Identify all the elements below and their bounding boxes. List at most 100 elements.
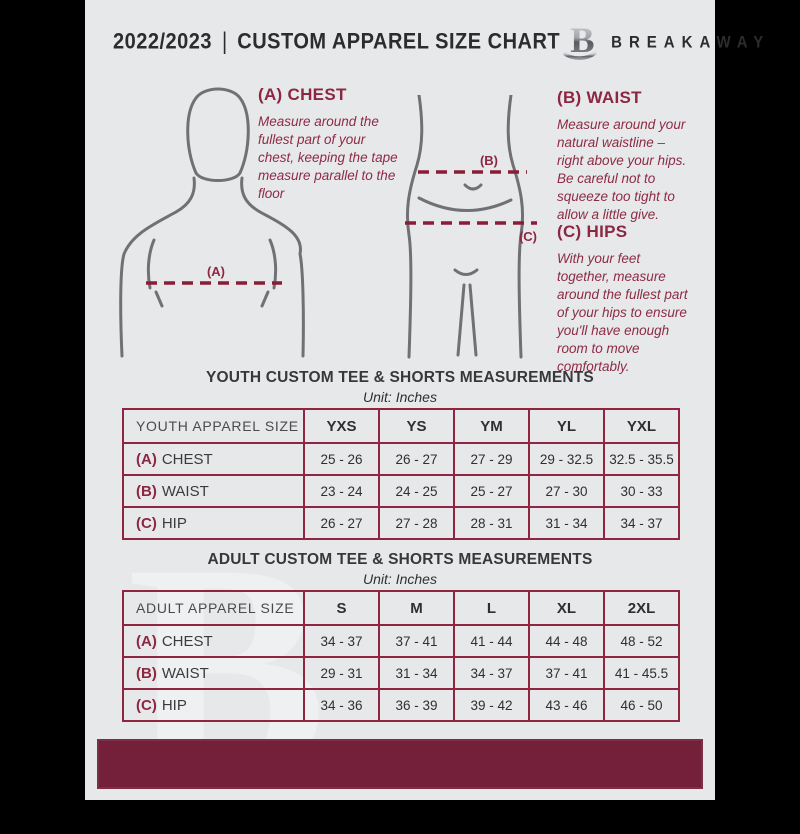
page-title: CUSTOM APPAREL SIZE CHART <box>237 29 561 54</box>
table-cell: 27 - 28 <box>378 506 455 540</box>
adult-col-2xl: 2XL <box>603 590 680 626</box>
youth-header-row: YOUTH APPAREL SIZE YXS YS YM YL YXL <box>122 408 680 444</box>
row-prefix: (C) <box>136 696 157 714</box>
logo-swoosh <box>563 51 597 60</box>
chest-line-label: (A) <box>207 264 225 279</box>
youth-size-table: YOUTH APPAREL SIZE YXS YS YM YL YXL (A) C… <box>122 408 680 540</box>
table-cell: 34 - 37 <box>603 506 680 540</box>
table-cell: 24 - 25 <box>378 474 455 508</box>
waist-body-text: Measure around your natural waistline – … <box>557 117 687 223</box>
table-cell: 36 - 39 <box>378 688 455 722</box>
table-cell: 25 - 27 <box>453 474 530 508</box>
adult-col-m: M <box>378 590 455 626</box>
youth-waist-row: (B) WAIST 23 - 24 24 - 25 25 - 27 27 - 30… <box>122 474 680 508</box>
chest-diagram: (A) <box>119 87 305 358</box>
chest-instructions: (A) CHEST Measure around the fullest par… <box>258 85 400 203</box>
right-shoulder-arm <box>240 176 305 358</box>
table-cell: 31 - 34 <box>378 656 455 690</box>
adult-table-title: ADULT CUSTOM TEE & SHORTS MEASUREMENTS <box>207 551 593 568</box>
header-title-group: 2022/2023 | CUSTOM APPAREL SIZE CHART <box>113 28 561 55</box>
youth-col-yxs: YXS <box>303 408 380 444</box>
table-cell: 29 - 31 <box>303 656 380 690</box>
inner-right-leg <box>468 283 478 357</box>
inner-left-leg <box>456 283 466 357</box>
youth-table-title: YOUTH CUSTOM TEE & SHORTS MEASUREMENTS <box>206 369 594 386</box>
table-cell: 37 - 41 <box>378 624 455 658</box>
crotch-curve <box>453 268 479 276</box>
adult-hip-row: (C) HIP 34 - 36 36 - 39 39 - 42 43 - 46 4… <box>122 688 680 722</box>
table-cell: 29 - 32.5 <box>528 442 605 476</box>
adult-hip-label: (C) HIP <box>122 688 305 722</box>
screenshot-canvas: 2022/2023 | CUSTOM APPAREL SIZE CHART B <box>85 0 764 818</box>
youth-col-yxl: YXL <box>603 408 680 444</box>
table-cell: 26 - 27 <box>378 442 455 476</box>
adult-size-table: ADULT APPAREL SIZE S M L XL 2XL (A) CHEST… <box>122 590 680 722</box>
table-cell: 26 - 27 <box>303 506 380 540</box>
adult-chest-label: (A) CHEST <box>122 624 305 658</box>
head-outline <box>186 87 250 182</box>
table-cell: 34 - 37 <box>453 656 530 690</box>
row-label: HIP <box>161 514 187 532</box>
youth-hip-row: (C) HIP 26 - 27 27 - 28 28 - 31 31 - 34 3… <box>122 506 680 540</box>
adult-waist-row: (B) WAIST 29 - 31 31 - 34 34 - 37 37 - 41… <box>122 656 680 690</box>
hip-curve <box>417 196 513 212</box>
adult-chest-row: (A) CHEST 34 - 37 37 - 41 41 - 44 44 - 48… <box>122 624 680 658</box>
header-year: 2022/2023 <box>113 29 213 54</box>
table-cell: 44 - 48 <box>528 624 605 658</box>
waist-hips-diagram: (B) (C) <box>405 95 537 359</box>
row-prefix: (B) <box>136 482 157 500</box>
footer-bar <box>97 739 703 789</box>
hips-heading: (C) HIPS <box>557 222 628 241</box>
left-shoulder-arm <box>119 176 196 358</box>
row-label: WAIST <box>161 482 209 500</box>
navel <box>463 183 483 191</box>
left-armpit <box>146 238 164 308</box>
page-header: 2022/2023 | CUSTOM APPAREL SIZE CHART B <box>113 18 763 66</box>
header-separator: | <box>222 28 228 55</box>
hips-line-label: (C) <box>519 229 537 244</box>
row-prefix: (A) <box>136 632 157 650</box>
youth-size-label-header: YOUTH APPAREL SIZE <box>122 408 305 444</box>
hips-instructions: (C) HIPS With your feet together, measur… <box>557 222 695 377</box>
adult-size-label-header: ADULT APPAREL SIZE <box>122 590 305 626</box>
youth-chest-label: (A) CHEST <box>122 442 305 476</box>
table-cell: 34 - 37 <box>303 624 380 658</box>
size-chart-page: 2022/2023 | CUSTOM APPAREL SIZE CHART B <box>85 0 763 818</box>
table-cell: 39 - 42 <box>453 688 530 722</box>
youth-table-unit: Unit: Inches <box>363 389 437 405</box>
waist-heading: (B) WAIST <box>557 88 642 107</box>
youth-col-yl: YL <box>528 408 605 444</box>
row-label: CHEST <box>161 450 213 468</box>
left-torso-leg <box>405 95 424 359</box>
table-cell: 27 - 30 <box>528 474 605 508</box>
table-cell: 41 - 45.5 <box>603 656 680 690</box>
youth-col-ys: YS <box>378 408 455 444</box>
adult-col-s: S <box>303 590 380 626</box>
row-prefix: (C) <box>136 514 157 532</box>
logo-letter: B <box>570 20 594 60</box>
table-cell: 48 - 52 <box>603 624 680 658</box>
chest-heading: (A) CHEST <box>258 85 347 104</box>
right-armpit <box>260 238 278 308</box>
adult-col-xl: XL <box>528 590 605 626</box>
youth-col-ym: YM <box>453 408 530 444</box>
adult-waist-label: (B) WAIST <box>122 656 305 690</box>
table-cell: 23 - 24 <box>303 474 380 508</box>
youth-hip-label: (C) HIP <box>122 506 305 540</box>
table-cell: 34 - 36 <box>303 688 380 722</box>
row-label: CHEST <box>161 632 213 650</box>
table-cell: 27 - 29 <box>453 442 530 476</box>
youth-waist-label: (B) WAIST <box>122 474 305 508</box>
table-cell: 32.5 - 35.5 <box>603 442 680 476</box>
waist-instructions: (B) WAIST Measure around your natural wa… <box>557 88 687 224</box>
adult-table-unit: Unit: Inches <box>363 571 437 587</box>
adult-header-row: ADULT APPAREL SIZE S M L XL 2XL <box>122 590 680 626</box>
table-cell: 37 - 41 <box>528 656 605 690</box>
table-cell: 46 - 50 <box>603 688 680 722</box>
row-label: HIP <box>161 696 187 714</box>
table-cell: 28 - 31 <box>453 506 530 540</box>
brand: B BREAKAWAY <box>560 19 763 65</box>
table-cell: 43 - 46 <box>528 688 605 722</box>
adult-col-l: L <box>453 590 530 626</box>
table-cell: 31 - 34 <box>528 506 605 540</box>
